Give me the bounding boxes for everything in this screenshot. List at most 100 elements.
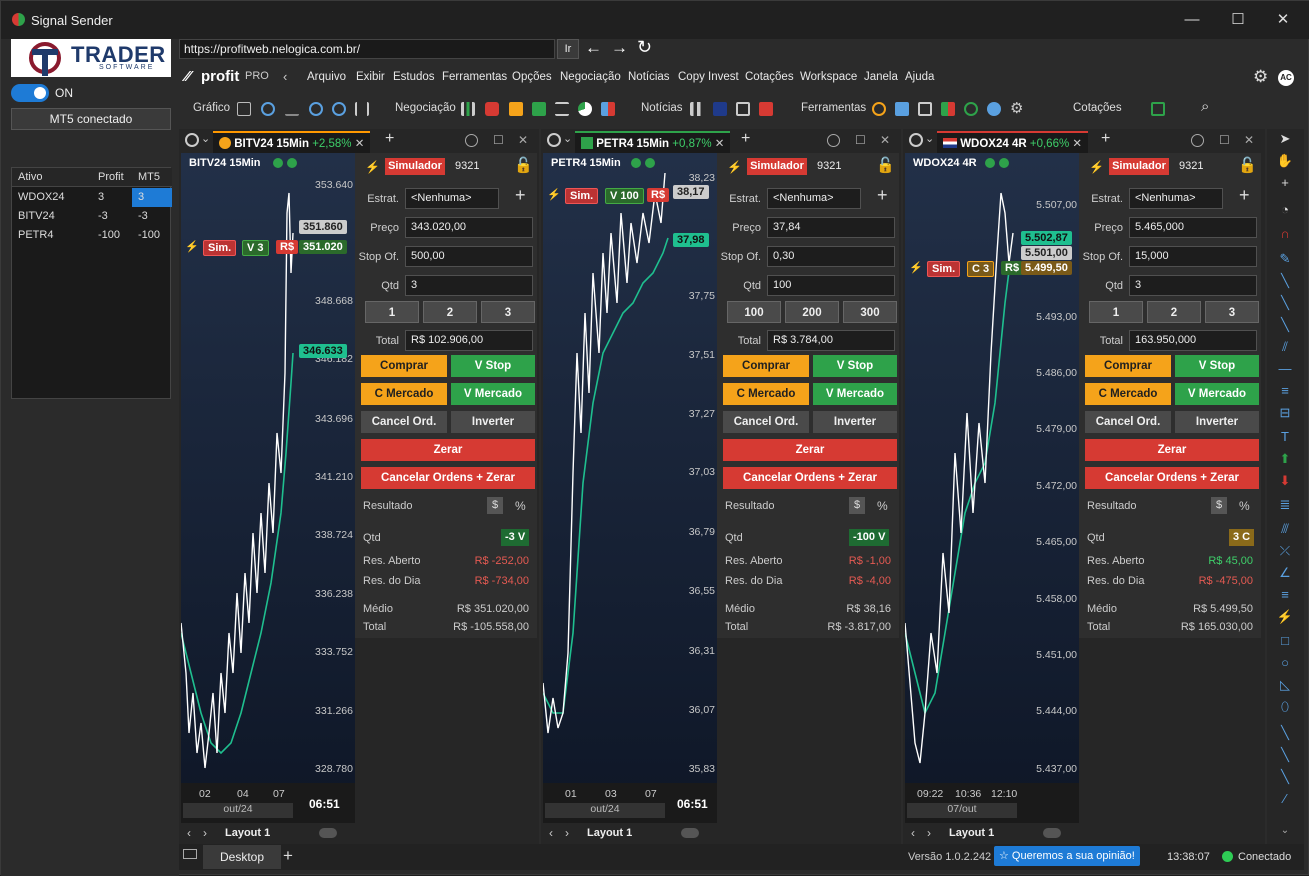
next-icon[interactable]: › bbox=[203, 826, 207, 840]
user-avatar[interactable]: AC bbox=[1278, 70, 1294, 86]
account-badge[interactable]: Simulador bbox=[1109, 158, 1169, 175]
account-number[interactable]: 9321 bbox=[1179, 160, 1204, 172]
mt5-status-button[interactable]: MT5 conectado bbox=[11, 108, 171, 130]
table-row[interactable]: PETR4 -100 -100 bbox=[12, 226, 172, 245]
percent-toggle[interactable]: % bbox=[515, 499, 526, 513]
fan-tool-icon[interactable]: ⫻ bbox=[1281, 521, 1289, 536]
currency-marker[interactable]: R$ bbox=[1001, 261, 1024, 275]
estrat-select[interactable]: <Nenhuma> bbox=[1129, 188, 1223, 209]
account-number[interactable]: 9321 bbox=[817, 160, 842, 172]
zerar-button[interactable]: Zerar bbox=[1085, 439, 1259, 461]
delta-tool-icon[interactable]: ╲ bbox=[1281, 747, 1289, 762]
tv-icon[interactable] bbox=[713, 102, 727, 116]
back-icon[interactable]: ← bbox=[585, 38, 602, 57]
circle-tool-icon[interactable]: ○ bbox=[1281, 655, 1289, 670]
percent-toggle[interactable]: % bbox=[1239, 499, 1250, 513]
menu-workspace[interactable]: Workspace bbox=[800, 71, 858, 83]
tab-desktop[interactable]: Desktop bbox=[203, 845, 281, 869]
maximize-panel-icon[interactable]: ☐ bbox=[493, 133, 504, 147]
news-icon[interactable] bbox=[736, 102, 750, 116]
close-panel-icon[interactable]: ✕ bbox=[880, 133, 891, 147]
fibo-tool-icon[interactable]: ≣ bbox=[1279, 497, 1291, 512]
add-desktop-icon[interactable]: + bbox=[283, 846, 293, 865]
on-toggle[interactable] bbox=[11, 84, 49, 102]
rectangle-tool-icon[interactable]: □ bbox=[1281, 633, 1289, 648]
play-icon[interactable] bbox=[631, 158, 641, 168]
add-icon[interactable]: + bbox=[515, 185, 526, 205]
currency-marker[interactable]: R$ bbox=[276, 240, 299, 254]
fibo-fan-icon[interactable]: ⚡ bbox=[1276, 609, 1294, 624]
total-field[interactable]: R$ 3.784,00 bbox=[767, 330, 895, 351]
cancel-order-button[interactable]: Cancel Ord. bbox=[361, 411, 447, 433]
forward-icon[interactable]: → bbox=[611, 38, 628, 57]
channel-tool-icon[interactable]: ⫽ bbox=[1282, 339, 1288, 354]
price-chart[interactable]: PETR4 15Min 38,23 37,75 37,51 37,27 37,0… bbox=[543, 153, 717, 829]
currency-toggle[interactable]: $ bbox=[1211, 497, 1227, 514]
hand-icon[interactable]: ✋ bbox=[1276, 153, 1294, 168]
more-icon[interactable] bbox=[827, 134, 840, 147]
more-icon[interactable] bbox=[465, 134, 478, 147]
add-icon[interactable]: + bbox=[877, 185, 888, 205]
vstop-button[interactable]: V Stop bbox=[813, 355, 897, 377]
total-field[interactable]: R$ 102.906,00 bbox=[405, 330, 533, 351]
layout-toggle[interactable] bbox=[1043, 828, 1061, 838]
book-icon[interactable] bbox=[461, 102, 475, 116]
vmercado-button[interactable]: V Mercado bbox=[1175, 383, 1259, 405]
collapse-chevron-icon[interactable]: ‹ bbox=[283, 69, 288, 84]
crosshair-icon[interactable]: + bbox=[1281, 175, 1289, 190]
zoom-in-icon[interactable] bbox=[309, 102, 323, 116]
maximize-panel-icon[interactable]: ☐ bbox=[855, 133, 866, 147]
close-tab-icon[interactable]: ✕ bbox=[714, 138, 725, 150]
add-icon[interactable]: + bbox=[1239, 185, 1250, 205]
alarm-icon[interactable] bbox=[964, 102, 978, 116]
layout-toggle[interactable] bbox=[681, 828, 699, 838]
close-panel-icon[interactable]: ✕ bbox=[518, 133, 529, 147]
lock-icon[interactable]: 🔓 bbox=[514, 157, 533, 174]
close-tab-icon[interactable]: ✕ bbox=[1072, 138, 1083, 150]
qty-preset-3[interactable]: 3 bbox=[1205, 301, 1259, 323]
shield-icon[interactable] bbox=[485, 102, 499, 116]
lock-icon[interactable]: 🔓 bbox=[876, 157, 895, 174]
search-icon[interactable]: ⌕ bbox=[1201, 98, 1210, 115]
trend-icon[interactable] bbox=[285, 102, 299, 116]
sim-marker[interactable]: Sim. bbox=[203, 240, 237, 256]
add-tab-icon[interactable]: + bbox=[1101, 130, 1111, 147]
url-input[interactable]: https://profitweb.nelogica.com.br/ bbox=[179, 39, 555, 59]
zoom-out-icon[interactable] bbox=[332, 102, 346, 116]
chevron-down-icon[interactable]: ⌄ bbox=[563, 133, 573, 145]
quotes-icon[interactable] bbox=[1151, 102, 1165, 116]
close-button[interactable]: ✕ bbox=[1276, 11, 1290, 28]
hline-tool-icon[interactable]: — bbox=[1278, 361, 1292, 376]
menu-estudos[interactable]: Estudos bbox=[393, 71, 435, 83]
text-tool-icon[interactable]: T bbox=[1281, 429, 1289, 444]
add-tab-icon[interactable]: + bbox=[385, 130, 395, 147]
cmercado-button[interactable]: C Mercado bbox=[361, 383, 447, 405]
sell-icon[interactable] bbox=[532, 102, 546, 116]
play-icon[interactable] bbox=[273, 158, 283, 168]
projection-tool-icon[interactable]: ≡ bbox=[1281, 587, 1289, 602]
arrow-up-icon[interactable]: ⬆ bbox=[1279, 451, 1291, 466]
cmercado-button[interactable]: C Mercado bbox=[1085, 383, 1171, 405]
angle-tool-icon[interactable]: ∠ bbox=[1279, 565, 1291, 580]
comprar-button[interactable]: Comprar bbox=[723, 355, 809, 377]
menu-exibir[interactable]: Exibir bbox=[356, 71, 385, 83]
pencil-icon[interactable]: ✎ bbox=[1279, 251, 1291, 266]
triangle-tool-icon[interactable]: ◺ bbox=[1280, 677, 1290, 692]
gear-icon[interactable]: ⚙ bbox=[1253, 67, 1269, 86]
menu-ferramentas[interactable]: Ferramentas bbox=[442, 71, 508, 83]
prev-icon[interactable]: ‹ bbox=[911, 826, 915, 840]
pie-icon[interactable] bbox=[578, 102, 592, 116]
more-icon[interactable] bbox=[1191, 134, 1204, 147]
chevron-down-icon[interactable]: ⌄ bbox=[925, 133, 935, 145]
layout-label[interactable]: Layout 1 bbox=[225, 827, 271, 839]
layout-label[interactable]: Layout 1 bbox=[949, 827, 995, 839]
play-icon[interactable] bbox=[985, 158, 995, 168]
maximize-button[interactable]: ☐ bbox=[1231, 11, 1245, 28]
lock-icon[interactable]: 🔓 bbox=[1238, 157, 1257, 174]
price-chart[interactable]: BITV24 15Min 353.640 348.668 346.182 343… bbox=[181, 153, 355, 829]
next-icon[interactable]: › bbox=[565, 826, 569, 840]
close-panel-icon[interactable]: ✕ bbox=[1244, 133, 1255, 147]
currency-marker[interactable]: R$ bbox=[647, 188, 670, 202]
table-row[interactable]: BITV24 -3 -3 bbox=[12, 207, 172, 226]
account-number[interactable]: 9321 bbox=[455, 160, 480, 172]
